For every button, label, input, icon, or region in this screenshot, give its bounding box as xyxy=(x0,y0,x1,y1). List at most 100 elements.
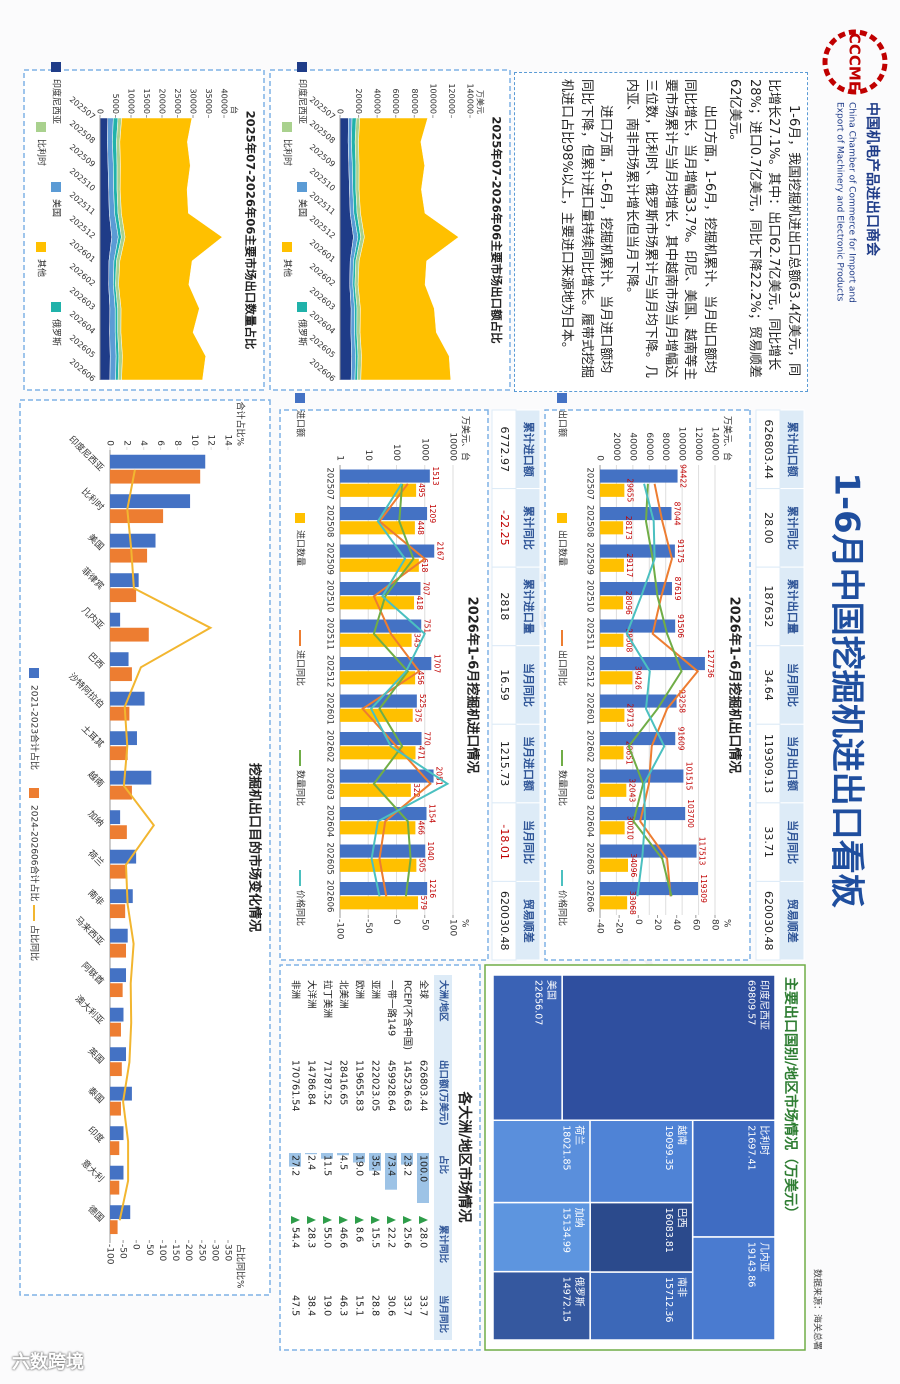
table-cell: 一带一路149 xyxy=(386,980,398,1036)
x-tick-label: 202507 xyxy=(585,468,595,500)
table-cell: 71787.52 xyxy=(322,1060,333,1105)
legend-label: 印度尼西亚 xyxy=(51,79,63,124)
table-cell: 28.8 xyxy=(370,1295,381,1316)
value-text: 34.64 xyxy=(762,669,775,701)
data-label: 1216 xyxy=(428,879,437,898)
table-cell: 2.4 xyxy=(306,1155,317,1170)
bar xyxy=(600,671,633,685)
data-label: 87044 xyxy=(673,502,682,526)
data-label: 770 xyxy=(423,731,432,746)
up-arrow xyxy=(307,1216,316,1224)
data-label: 39426 xyxy=(633,666,642,690)
bar xyxy=(110,983,123,998)
data-label: 87619 xyxy=(673,577,682,601)
bar xyxy=(599,896,628,910)
y2-tick-label: -40 xyxy=(595,919,605,934)
bar xyxy=(600,521,624,535)
y-axis-label: 合计占比% xyxy=(235,401,247,446)
table-cell: 19.0 xyxy=(354,1155,365,1176)
bar xyxy=(110,573,139,588)
bar xyxy=(600,596,624,610)
table-cell: 4.5 xyxy=(338,1155,349,1170)
bar xyxy=(340,858,417,872)
table-cell: 626803.44 xyxy=(418,1060,429,1111)
y-tick-label: 140000 xyxy=(710,427,720,462)
y-tick-label: 10000 xyxy=(127,89,136,114)
data-label: 34096 xyxy=(629,853,638,877)
value-text: 620030.48 xyxy=(498,891,511,951)
logo-mark: CCCME xyxy=(846,33,864,91)
bar xyxy=(110,1022,121,1037)
x-tick-label: 202602 xyxy=(585,730,595,762)
bar xyxy=(600,558,624,572)
x-tick-label: 202510 xyxy=(325,580,335,612)
bar xyxy=(600,633,624,647)
bar xyxy=(339,619,422,633)
x-tick-label: 202604 xyxy=(585,805,595,837)
y2-tick-label: 100 xyxy=(448,919,458,936)
bar xyxy=(109,627,149,642)
data-label: 33068 xyxy=(628,891,637,915)
x-tick-label: 202601 xyxy=(325,693,335,725)
cell-value: 19143.86 xyxy=(746,1242,757,1287)
y-tick-label: 0 xyxy=(96,109,105,114)
data-label: 91506 xyxy=(676,614,685,638)
legend-swatch xyxy=(36,122,46,132)
table-cell: 35.4 xyxy=(370,1155,381,1176)
share-bar xyxy=(353,1153,365,1163)
data-label: 1209 xyxy=(428,504,437,523)
table-cell: 33.7 xyxy=(418,1295,429,1316)
data-label: 525 xyxy=(418,694,427,709)
share-bar xyxy=(305,1153,317,1155)
header-text: 当月同比 xyxy=(522,820,536,864)
data-label: 2051 xyxy=(435,767,444,786)
bar xyxy=(109,1047,127,1062)
bar xyxy=(109,825,127,840)
y2-tick-label: 300 xyxy=(209,1244,219,1261)
table-cell: 北美洲 xyxy=(338,980,350,1009)
legend-swatch xyxy=(29,668,39,678)
data-label: 618 xyxy=(420,558,429,573)
legend-swatch xyxy=(295,393,305,403)
line-series xyxy=(118,469,213,1221)
legend-label: 出口数量 xyxy=(557,530,569,566)
data-label: 119309 xyxy=(699,874,708,903)
table-cell: 25.6 xyxy=(402,1227,413,1248)
line-series xyxy=(369,483,450,897)
legend-swatch xyxy=(557,513,567,523)
bar xyxy=(110,469,201,484)
legend-label: 进口同比 xyxy=(295,650,307,686)
up-arrow xyxy=(403,1216,412,1224)
bar xyxy=(599,882,699,896)
x-tick-label: 202606 xyxy=(325,880,335,912)
table-cell: 28416.65 xyxy=(338,1060,349,1105)
up-arrow xyxy=(339,1216,348,1224)
legend-label: 价格同比 xyxy=(295,890,307,926)
y-axis-label: 万美元、台 xyxy=(722,416,734,461)
bar xyxy=(109,652,129,667)
y-tick-label: 1 xyxy=(335,455,345,461)
x-tick-label: 202605 xyxy=(585,843,595,875)
x-tick-label: 202510 xyxy=(585,580,595,612)
data-label: 28096 xyxy=(624,591,633,615)
up-arrow xyxy=(355,1216,364,1224)
table-cell: 15.1 xyxy=(354,1295,365,1316)
area-series xyxy=(357,117,460,381)
table-cell: 15.5 xyxy=(370,1227,381,1248)
value-text: 16.59 xyxy=(498,669,511,701)
bar xyxy=(110,706,130,721)
bar xyxy=(109,1062,122,1077)
y2-tick-label: 40 xyxy=(671,919,681,931)
y2-tick-label: -50 xyxy=(363,919,373,934)
page-title: 1-6月中国挖掘机进出口看板 xyxy=(827,472,867,907)
table-cell: 非洲 xyxy=(290,980,302,999)
y2-tick-label: 0 xyxy=(131,1244,141,1250)
y-tick-label: 20000 xyxy=(158,89,167,114)
bar xyxy=(110,1101,121,1116)
bar xyxy=(340,732,422,746)
value-text: -18.01 xyxy=(498,824,511,859)
y-tick-label: 120000 xyxy=(447,83,456,114)
table-cell: 55.0 xyxy=(322,1227,333,1248)
y-tick-label: 14 xyxy=(223,435,233,447)
